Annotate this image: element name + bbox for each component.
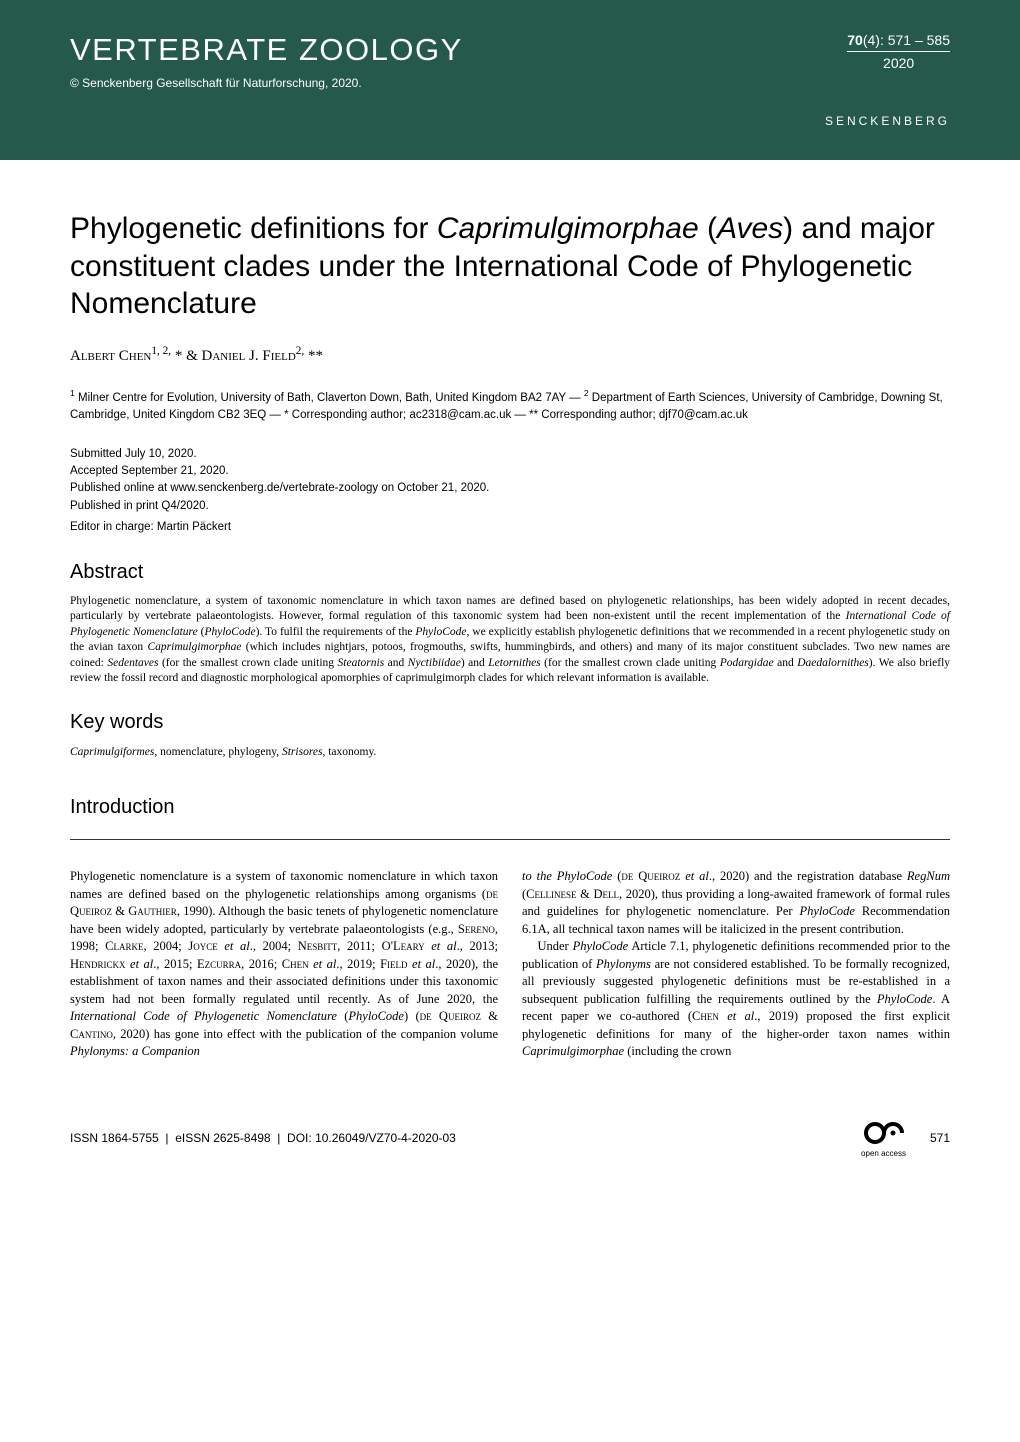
open-access-label: open access [861,1149,906,1158]
journal-title: VERTEBRATE ZOOLOGY [70,32,463,68]
publication-dates: Submitted July 10, 2020. Accepted Septem… [70,446,950,515]
introduction-columns: Phylogenetic nomenclature is a system of… [70,868,950,1061]
introduction-heading: Introduction [70,796,950,819]
open-access-logo: open access [861,1119,906,1158]
eissn: eISSN 2625-8498 [175,1131,270,1145]
editor-line: Editor in charge: Martin Päckert [70,521,950,533]
section-divider [70,839,950,840]
page-footer: ISSN 1864-5755 | eISSN 2625-8498 | DOI: … [0,1101,1020,1188]
article-content: Phylogenetic definitions for Caprimulgim… [0,160,1020,1101]
keywords-heading: Key words [70,711,950,734]
affiliations: 1 Milner Centre for Evolution, Universit… [70,387,950,424]
volume-number: 70 [847,32,863,48]
keywords-text: Caprimulgiformes, nomenclature, phylogen… [70,744,950,760]
submitted-date: Submitted July 10, 2020. [70,446,950,463]
accepted-date: Accepted September 21, 2020. [70,463,950,480]
intro-column-1: Phylogenetic nomenclature is a system of… [70,868,498,1061]
issue-year: 2020 [847,55,950,71]
abstract-heading: Abstract [70,561,950,584]
page-number: 571 [930,1131,950,1145]
article-title: Phylogenetic definitions for Caprimulgim… [70,210,950,323]
issn: ISSN 1864-5755 [70,1131,159,1145]
doi-label: DOI: [287,1131,312,1145]
copyright-line: © Senckenberg Gesellschaft für Naturfors… [70,76,463,90]
open-access-icon [863,1119,905,1147]
publisher-name: SENCKENBERG [825,114,950,128]
intro-column-2: to the PhyloCode (de Queiroz et al., 202… [522,868,950,1061]
doi-value: 10.26049/VZ70-4-2020-03 [315,1131,456,1145]
published-print-date: Published in print Q4/2020. [70,498,950,515]
published-online-date: Published online at www.senckenberg.de/v… [70,480,950,497]
journal-header: VERTEBRATE ZOOLOGY © Senckenberg Gesells… [0,0,1020,160]
abstract-text: Phylogenetic nomenclature, a system of t… [70,594,950,687]
issue-pages: (4): 571 – 585 [863,32,950,48]
author-list: Albert Chen1, 2, * & Daniel J. Field2, *… [70,345,950,365]
issue-box: 70(4): 571 – 585 2020 [847,32,950,71]
footer-identifiers: ISSN 1864-5755 | eISSN 2625-8498 | DOI: … [70,1131,456,1145]
